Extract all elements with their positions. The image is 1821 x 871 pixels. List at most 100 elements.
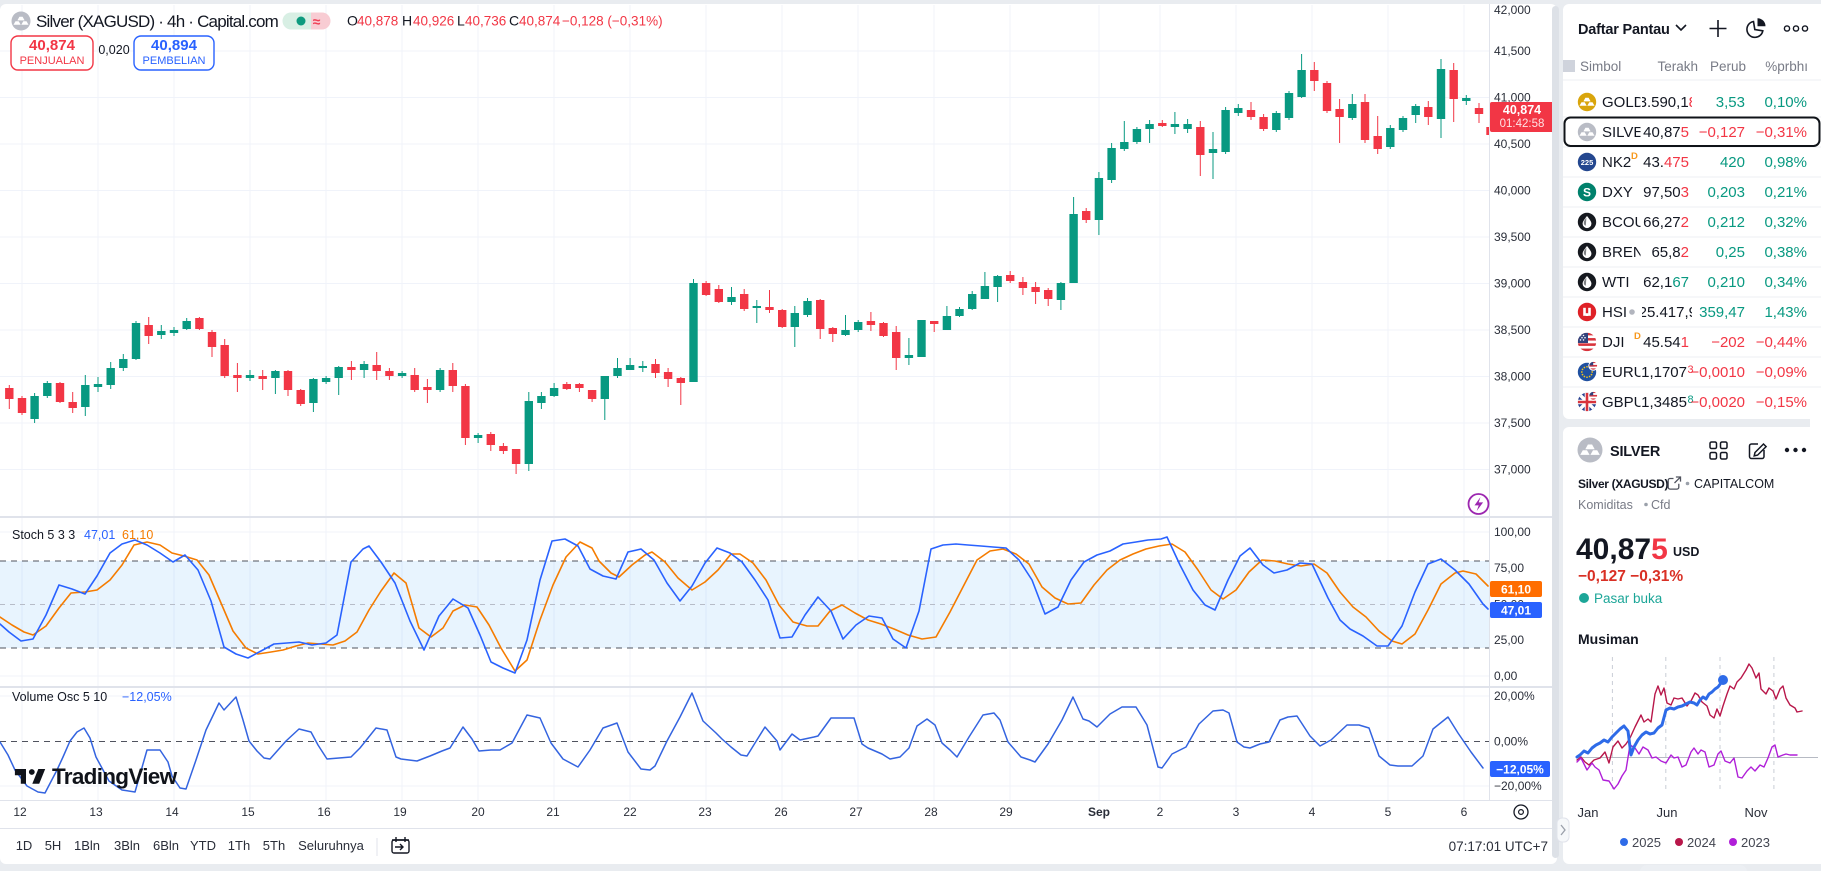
svg-text:40,878: 40,878	[357, 14, 398, 29]
svg-text:22: 22	[623, 805, 637, 819]
svg-text:HSI: HSI	[1602, 304, 1627, 321]
svg-text:−0,0010: −0,0010	[1690, 364, 1745, 381]
svg-text:0,34%: 0,34%	[1764, 274, 1807, 291]
svg-text:GBPUSD: GBPUSD	[1602, 394, 1666, 411]
svg-text:43.475: 43.475	[1643, 154, 1689, 171]
svg-text:15: 15	[241, 805, 255, 819]
svg-text:37,000: 37,000	[1494, 463, 1531, 477]
svg-text:39,000: 39,000	[1494, 277, 1531, 291]
svg-text:0,020: 0,020	[98, 43, 129, 57]
svg-text:1Bln: 1Bln	[74, 838, 100, 853]
svg-text:SILVER: SILVER	[1602, 124, 1654, 141]
svg-text:Sep: Sep	[1088, 805, 1110, 819]
svg-text:2024: 2024	[1687, 835, 1716, 850]
svg-text:40,736: 40,736	[465, 14, 506, 29]
svg-text:4: 4	[1309, 805, 1316, 819]
svg-text:40,500: 40,500	[1494, 137, 1531, 151]
svg-text:Musiman: Musiman	[1578, 631, 1639, 647]
svg-text:01:42:58: 01:42:58	[1500, 118, 1545, 130]
svg-text:29: 29	[999, 805, 1013, 819]
svg-text:25.417,9: 25.417,9	[1639, 304, 1697, 321]
svg-text:20,00%: 20,00%	[1494, 689, 1535, 703]
svg-text:−12,05%: −12,05%	[122, 690, 172, 704]
svg-text:40,894: 40,894	[151, 37, 198, 54]
svg-text:Silver (XAGUSD): Silver (XAGUSD)	[1578, 477, 1668, 491]
svg-text:Jun: Jun	[1657, 805, 1678, 820]
svg-text:75,00: 75,00	[1494, 561, 1524, 575]
svg-text:41,000: 41,000	[1494, 91, 1531, 105]
svg-text:13: 13	[89, 805, 103, 819]
svg-text:−20,00%: −20,00%	[1494, 779, 1542, 793]
svg-text:40,874: 40,874	[519, 14, 561, 29]
svg-text:Seluruhnya: Seluruhnya	[298, 838, 365, 853]
svg-text:40,874: 40,874	[29, 37, 76, 54]
svg-text:1,1707: 1,1707	[1641, 364, 1687, 381]
svg-text:359,47: 359,47	[1699, 304, 1745, 321]
svg-text:O: O	[347, 13, 358, 29]
svg-text:Nov: Nov	[1744, 805, 1768, 820]
svg-text:23: 23	[698, 805, 712, 819]
svg-text:1Th: 1Th	[228, 838, 250, 853]
svg-text:−0,44%: −0,44%	[1756, 334, 1807, 351]
svg-text:6Bln: 6Bln	[153, 838, 179, 853]
svg-text:97,503: 97,503	[1643, 184, 1689, 201]
svg-text:40,875: 40,875	[1643, 124, 1689, 141]
svg-text:39,500: 39,500	[1494, 230, 1531, 244]
svg-text:−0,128 (−0,31%): −0,128 (−0,31%)	[562, 14, 663, 29]
svg-text:40,000: 40,000	[1494, 184, 1531, 198]
svg-text:38,500: 38,500	[1494, 323, 1531, 337]
svg-text:−0,31%: −0,31%	[1756, 124, 1807, 141]
svg-text:25,00: 25,00	[1494, 633, 1524, 647]
svg-text:61,10: 61,10	[122, 528, 153, 542]
svg-text:S: S	[1583, 186, 1591, 200]
svg-text:3Bln: 3Bln	[114, 838, 140, 853]
svg-text:USD: USD	[1673, 545, 1699, 559]
svg-text:2025: 2025	[1632, 835, 1661, 850]
svg-text:0,00%: 0,00%	[1494, 735, 1528, 749]
svg-text:Volume Osc 5 10: Volume Osc 5 10	[12, 690, 107, 704]
svg-text:420: 420	[1720, 154, 1745, 171]
svg-text:PENJUALAN: PENJUALAN	[20, 55, 85, 67]
svg-text:6: 6	[1461, 805, 1468, 819]
svg-text:0,10%: 0,10%	[1764, 94, 1807, 111]
svg-text:2023: 2023	[1741, 835, 1770, 850]
svg-text:1D: 1D	[16, 838, 33, 853]
svg-text:Jan: Jan	[1578, 805, 1599, 820]
svg-text:47,01: 47,01	[1501, 604, 1531, 618]
svg-text:12: 12	[13, 805, 27, 819]
svg-text:0,212: 0,212	[1707, 214, 1745, 231]
svg-text:45.541: 45.541	[1643, 334, 1689, 351]
svg-text:3: 3	[1688, 364, 1694, 376]
svg-text:42,000: 42,000	[1494, 3, 1531, 17]
svg-text:40,874: 40,874	[1503, 103, 1541, 117]
svg-text:Terakh: Terakh	[1657, 59, 1698, 74]
svg-text:5H: 5H	[45, 838, 62, 853]
svg-text:40,926: 40,926	[413, 14, 454, 29]
svg-text:66,272: 66,272	[1643, 214, 1689, 231]
svg-text:PEMBELIAN: PEMBELIAN	[143, 55, 206, 67]
svg-text:3: 3	[1233, 805, 1240, 819]
svg-text:BCOUSD: BCOUSD	[1602, 214, 1666, 231]
svg-text:−0,127: −0,127	[1699, 124, 1745, 141]
svg-text:L: L	[457, 13, 465, 29]
svg-text:Silver (XAGUSD) · 4h · Capital: Silver (XAGUSD) · 4h · Capital.com	[36, 12, 279, 31]
svg-text:DJI: DJI	[1602, 334, 1625, 351]
svg-text:62,167: 62,167	[1643, 274, 1689, 291]
svg-text:38,000: 38,000	[1494, 370, 1531, 384]
svg-text:27: 27	[849, 805, 863, 819]
svg-text:8: 8	[1688, 394, 1694, 406]
svg-text:Daftar Pantau: Daftar Pantau	[1578, 22, 1670, 38]
svg-text:Stoch 5 3 3: Stoch 5 3 3	[12, 528, 75, 542]
svg-text:C: C	[509, 13, 519, 29]
svg-text:D: D	[1631, 151, 1638, 162]
svg-text:%prbhı: %prbhı	[1765, 59, 1808, 74]
svg-text:0,21%: 0,21%	[1764, 184, 1807, 201]
svg-text:GOLD: GOLD	[1602, 94, 1645, 111]
svg-text:−202: −202	[1711, 334, 1745, 351]
svg-text:SILVER: SILVER	[1610, 444, 1661, 460]
svg-text:0,25: 0,25	[1716, 244, 1745, 261]
svg-text:−0,09%: −0,09%	[1756, 364, 1807, 381]
svg-text:65,82: 65,82	[1651, 244, 1689, 261]
svg-text:225: 225	[1581, 158, 1594, 167]
svg-text:0,00: 0,00	[1494, 669, 1518, 683]
